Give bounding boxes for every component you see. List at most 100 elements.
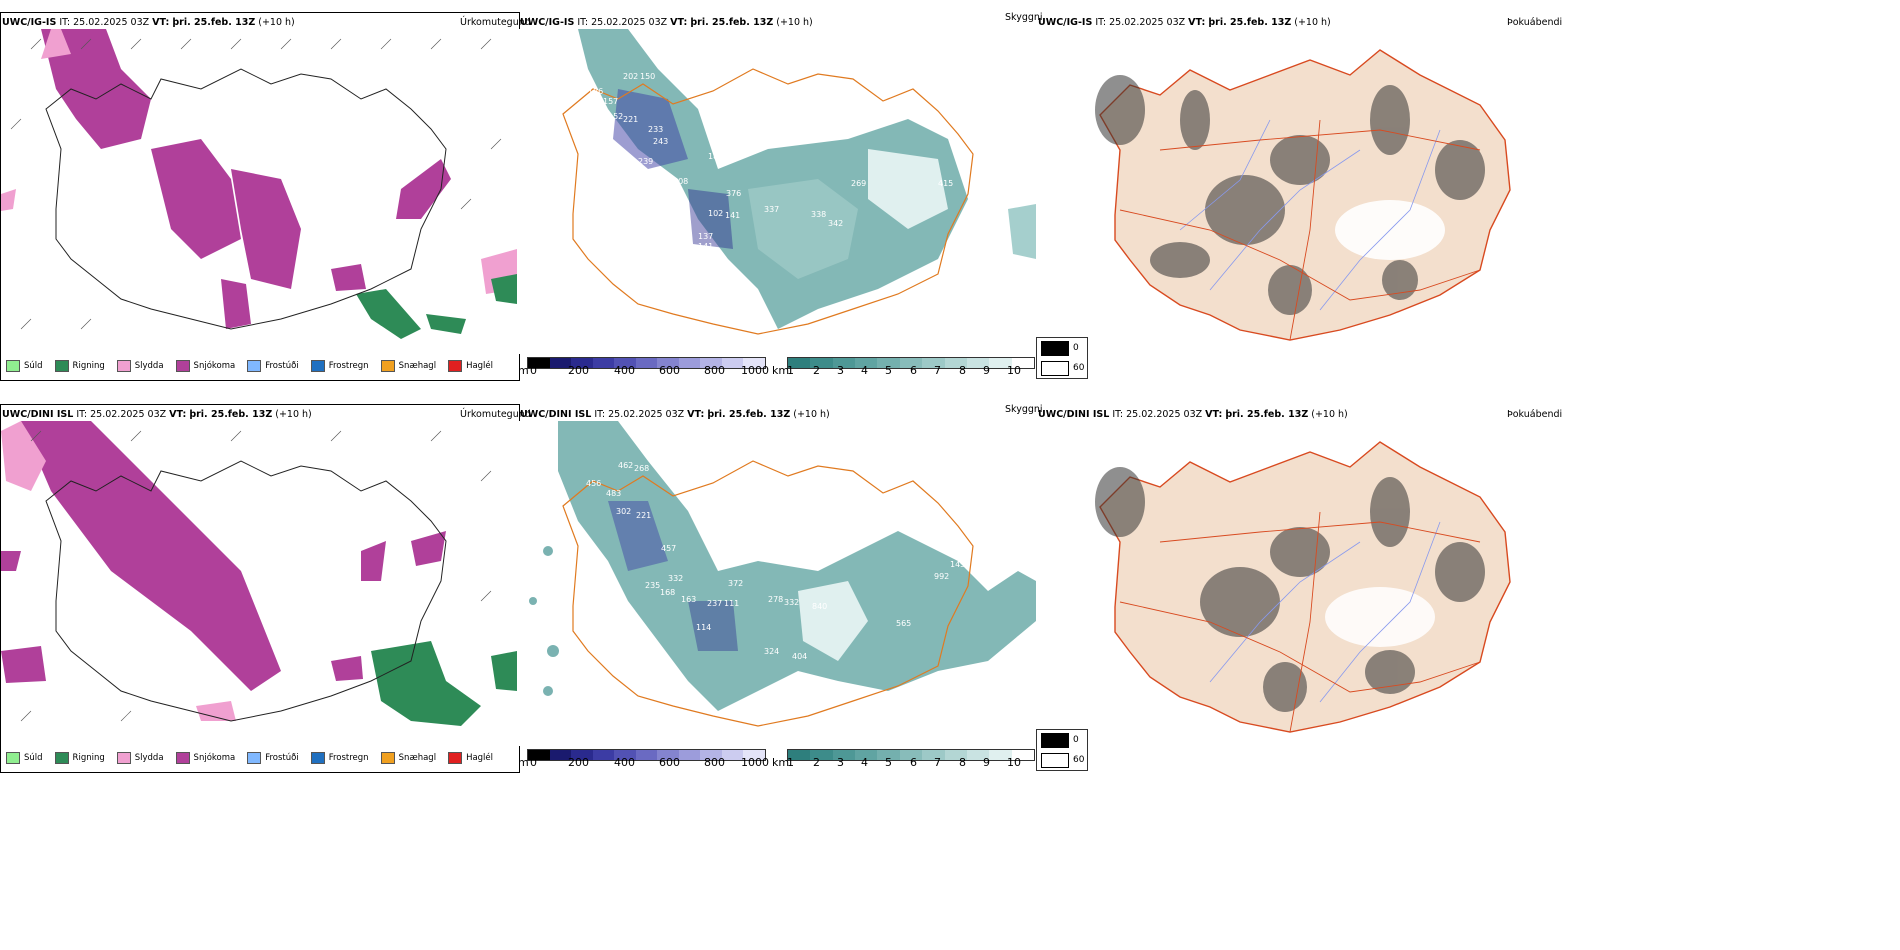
svg-text:111: 111 [724,599,739,608]
visibility-colorbar-top [787,357,1035,369]
svg-text:233: 233 [648,125,663,134]
precip-map-bottom [1,421,517,741]
svg-text:462: 462 [618,461,633,470]
lead-time: (+10 h) [258,17,295,28]
visibility-header-bottom: UWC/DINI ISL IT: 25.02.2025 03Z VT: þri.… [520,409,830,420]
tick: 1 [787,364,794,377]
precip-title-top: Úrkomutegund [460,17,531,28]
tick: 1000 [741,756,769,769]
tick: 7 [934,756,941,769]
precip-header-bottom: UWC/DINI ISL IT: 25.02.2025 03Z VT: þri.… [2,409,312,420]
svg-text:239: 239 [638,157,653,166]
svg-text:342: 342 [828,219,843,228]
svg-text:95: 95 [758,313,768,322]
svg-text:302: 302 [616,507,631,516]
svg-text:456: 456 [586,479,601,488]
visibility-header-top: UWC/IG-IS IT: 25.02.2025 03Z VT: þri. 25… [520,17,813,28]
ceiling-unit: m [518,756,529,769]
cloud-title-top: Þokuábendi [1507,17,1563,28]
svg-text:145: 145 [950,560,965,569]
svg-text:324: 324 [764,647,779,656]
svg-text:221: 221 [636,511,651,520]
tick: 6 [910,364,917,377]
tick: 200 [568,364,589,377]
tick: 4 [861,364,868,377]
svg-text:157: 157 [603,97,618,106]
legend-item: Frostregn [310,360,369,372]
legend-item: Frostregn [310,752,369,764]
it-value: 25.02.2025 03Z [73,17,150,28]
tick: 1 [787,756,794,769]
tick: 2 [813,364,820,377]
visibility-unit: km [772,756,790,769]
svg-text:102: 102 [708,209,723,218]
svg-text:114: 114 [696,623,711,632]
tick: 10 [1007,364,1021,377]
visibility-colorbar-bottom [787,749,1035,761]
legend-item: Haglél [448,360,493,372]
visibility-title-bottom: Skyggni [1005,404,1043,415]
svg-text:186: 186 [588,87,603,96]
svg-text:237: 237 [707,599,722,608]
tick: 7 [934,364,941,377]
tick: 5 [885,364,892,377]
it-label: IT: [59,17,71,28]
svg-text:163: 163 [681,595,696,604]
ceiling-unit: m [518,364,529,377]
ceiling-colorbar-top [527,357,766,369]
svg-text:278: 278 [768,595,783,604]
svg-text:992: 992 [934,572,949,581]
tick: 9 [983,756,990,769]
legend-item: Rigning [54,752,105,764]
cloud-map-top [1095,49,1511,341]
tick: 800 [704,364,725,377]
svg-text:65: 65 [761,706,771,715]
svg-text:141: 141 [698,242,713,251]
svg-text:141: 141 [725,211,740,220]
svg-text:168: 168 [660,588,675,597]
legend-item: Snæhagl [380,360,436,372]
precip-legend-bottom: Súld Rigning Slydda Snjókoma Frostúði Fr… [6,752,505,764]
svg-text:184: 184 [668,187,683,196]
tick: 4 [861,756,868,769]
svg-text:235: 235 [645,581,660,590]
legend-item: Snjókoma [175,360,235,372]
tick: 600 [659,756,680,769]
tick: 0 [530,364,537,377]
cloud-key-bottom: 0 60 [1036,729,1088,771]
svg-text:338: 338 [811,210,826,219]
precip-map-top [1,29,517,349]
visibility-title-top: Skyggni [1005,12,1043,23]
legend-item: Súld [6,752,43,764]
tick: 800 [704,756,725,769]
legend-item: Frostúði [247,360,299,372]
tick: 1000 [741,364,769,377]
legend-item: Rigning [54,360,105,372]
svg-text:332: 332 [784,598,799,607]
cloud-header-top: UWC/IG-IS IT: 25.02.2025 03Z VT: þri. 25… [1038,17,1331,28]
svg-text:483: 483 [606,489,621,498]
tick: 3 [837,756,844,769]
svg-text:332: 332 [668,574,683,583]
tick: 400 [614,756,635,769]
svg-text:137: 137 [698,232,713,241]
visibility-unit: km [772,364,790,377]
svg-text:93: 93 [740,282,750,291]
svg-text:308: 308 [673,177,688,186]
tick: 6 [910,756,917,769]
svg-text:202: 202 [623,72,638,81]
svg-text:372: 372 [728,579,743,588]
tick: 8 [959,364,966,377]
vt-value: þri. 25.feb. 13Z [172,17,256,28]
legend-item: Súld [6,360,43,372]
tick: 600 [659,364,680,377]
cloud-key-top: 0 60 [1036,337,1088,379]
svg-text:155: 155 [740,300,755,309]
tick: 2 [813,756,820,769]
svg-text:565: 565 [896,619,911,628]
vt-label: VT: [152,17,170,28]
svg-text:243: 243 [653,137,668,146]
tick: 3 [837,364,844,377]
tick: 8 [959,756,966,769]
svg-text:268: 268 [634,464,649,473]
